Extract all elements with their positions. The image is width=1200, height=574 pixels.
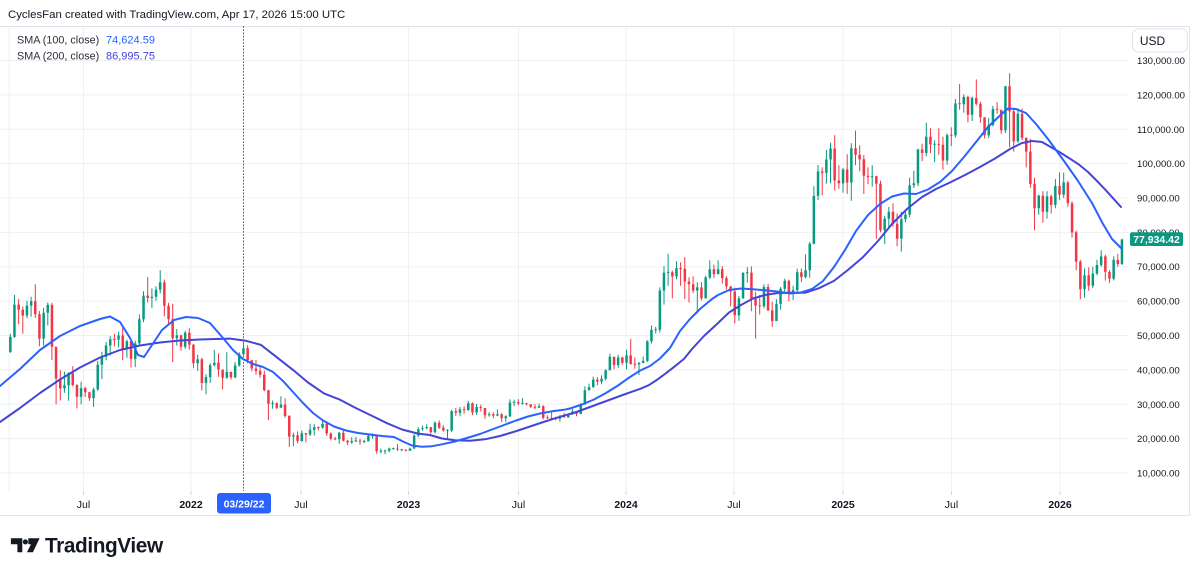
svg-text:2022: 2022: [179, 499, 203, 511]
svg-text:Jul: Jul: [77, 499, 90, 511]
svg-text:2023: 2023: [397, 499, 421, 511]
svg-text:03/29/22: 03/29/22: [224, 499, 265, 511]
svg-text:90,000.00: 90,000.00: [1137, 194, 1180, 205]
svg-text:70,000.00: 70,000.00: [1137, 262, 1180, 273]
svg-text:2025: 2025: [831, 499, 855, 511]
svg-text:30,000.00: 30,000.00: [1137, 400, 1180, 411]
svg-text:40,000.00: 40,000.00: [1137, 365, 1180, 376]
svg-text:110,000.00: 110,000.00: [1137, 125, 1184, 136]
svg-text:130,000.00: 130,000.00: [1137, 56, 1185, 67]
svg-text:SMA (100, close): SMA (100, close): [17, 35, 99, 47]
svg-text:74,624.59: 74,624.59: [106, 35, 155, 47]
svg-text:2026: 2026: [1048, 499, 1072, 511]
svg-text:100,000.00: 100,000.00: [1137, 159, 1185, 170]
svg-text:20,000.00: 20,000.00: [1137, 434, 1180, 445]
svg-text:Jul: Jul: [512, 499, 525, 511]
svg-text:CyclesFan created with Trading: CyclesFan created with TradingView.com, …: [8, 9, 345, 21]
svg-text:TradingView: TradingView: [45, 535, 164, 558]
svg-text:Jul: Jul: [727, 499, 740, 511]
svg-text:Jul: Jul: [945, 499, 958, 511]
svg-text:10,000.00: 10,000.00: [1137, 469, 1180, 480]
svg-text:2024: 2024: [614, 499, 638, 511]
svg-text:50,000.00: 50,000.00: [1137, 331, 1180, 342]
svg-text:77,934.42: 77,934.42: [1133, 234, 1180, 246]
svg-text:86,995.75: 86,995.75: [106, 51, 155, 63]
svg-text:60,000.00: 60,000.00: [1137, 297, 1180, 308]
svg-text:Jul: Jul: [294, 499, 307, 511]
svg-text:120,000.00: 120,000.00: [1137, 90, 1185, 101]
svg-text:SMA (200, close): SMA (200, close): [17, 51, 99, 63]
svg-text:USD: USD: [1140, 34, 1166, 48]
